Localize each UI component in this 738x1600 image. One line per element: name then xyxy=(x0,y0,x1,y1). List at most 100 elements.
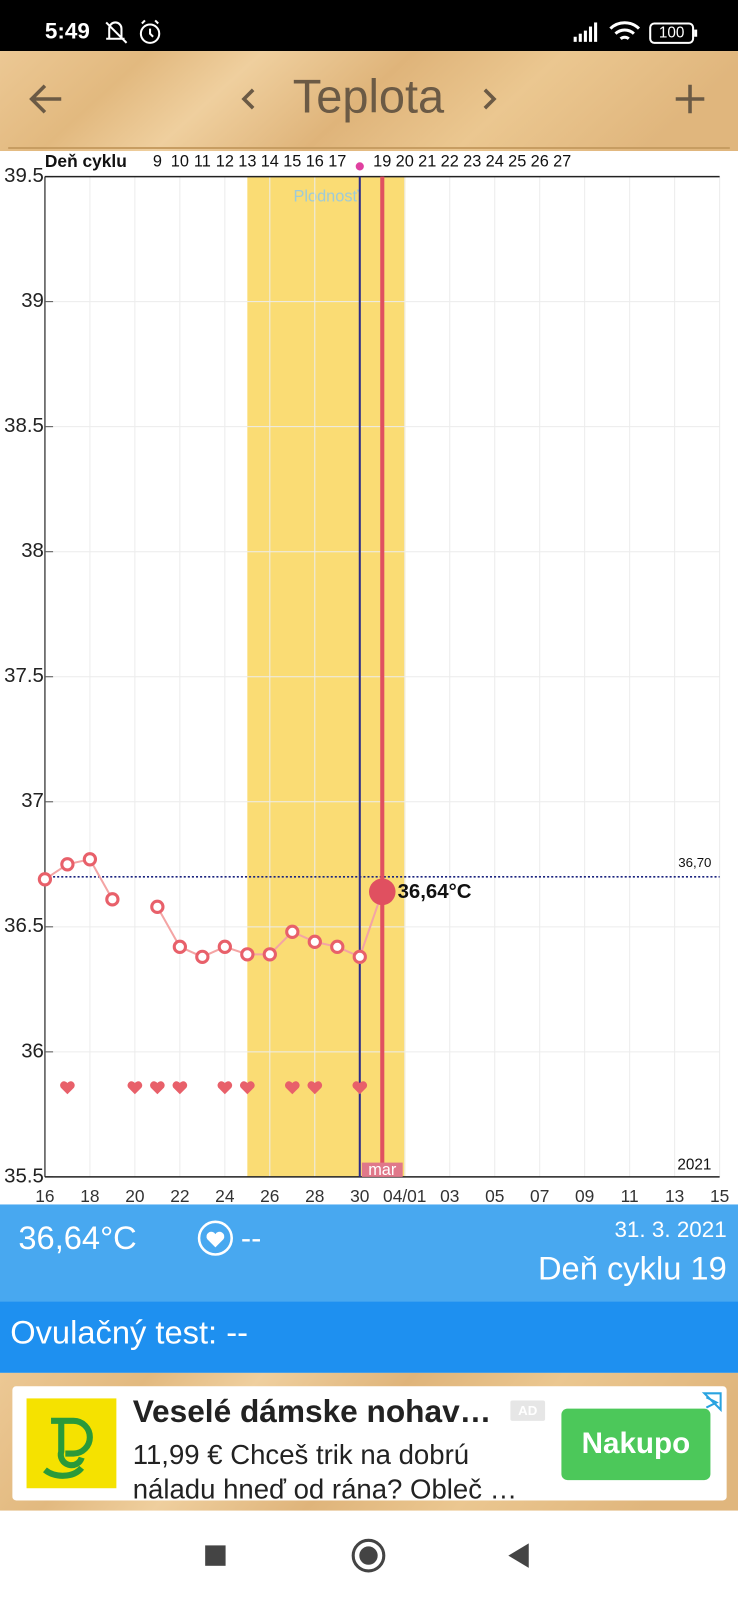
status-icons xyxy=(105,19,161,44)
selected-point xyxy=(369,878,396,906)
cycle-day: 25 xyxy=(508,153,526,171)
intercourse-heart xyxy=(307,1081,323,1095)
x-tick-label: 18 xyxy=(80,1186,99,1206)
temperature-point xyxy=(285,924,300,939)
y-tick-label: 35.5 xyxy=(4,1165,44,1187)
y-tick-label: 39 xyxy=(21,290,44,312)
summary-cycle-day: Deň cyklu 19 xyxy=(538,1249,727,1286)
signal xyxy=(573,22,598,42)
battery xyxy=(649,22,695,44)
back-button[interactable] xyxy=(29,84,62,114)
intercourse-heart xyxy=(172,1081,188,1095)
x-tick-label: 28 xyxy=(305,1186,324,1206)
y-tick-label: 38.5 xyxy=(4,415,44,437)
x-tick-label: 24 xyxy=(215,1186,235,1206)
ad-body-line: náladu hneď od rána? Obleč … xyxy=(133,1474,518,1505)
cycle-day: 20 xyxy=(396,153,414,171)
cycle-day: 19 xyxy=(373,153,391,171)
temperature-point xyxy=(240,947,255,962)
cycle-day: 9 xyxy=(153,153,162,171)
temperature-point xyxy=(330,939,345,954)
intercourse-heart xyxy=(206,1231,225,1248)
temperature-point xyxy=(105,892,120,907)
cycle-day: 12 xyxy=(216,153,234,171)
ovulation-panel xyxy=(0,1301,738,1373)
cycle-day: 11 xyxy=(194,153,211,171)
temperature-point xyxy=(352,949,367,964)
y-tick-label: 36 xyxy=(21,1040,44,1062)
cycle-day: 14 xyxy=(261,153,279,171)
y-tick-label: 37 xyxy=(21,790,44,812)
cycle-day: 24 xyxy=(486,153,504,171)
add-button[interactable] xyxy=(675,84,705,114)
next-button[interactable] xyxy=(483,88,497,110)
recents-button[interactable] xyxy=(205,1545,226,1566)
cycle-day: 26 xyxy=(531,153,549,171)
intercourse-heart xyxy=(127,1081,143,1095)
summary-temperature: 36,64°C xyxy=(18,1219,136,1256)
x-header: Deň cyklu xyxy=(45,151,127,171)
intercourse-heart xyxy=(217,1081,233,1095)
home-button[interactable] xyxy=(351,1538,386,1573)
wifi xyxy=(609,21,641,41)
month-label-bg xyxy=(361,1162,403,1177)
x-tick-label: 20 xyxy=(125,1186,144,1206)
summary-panel xyxy=(0,1204,738,1302)
temperature-chart: Plodnosť 16 18 20 22 24 26 28 30 04/01 03 05 07 09 11 1… xyxy=(0,151,738,1206)
reference-label: 36,70 xyxy=(678,855,711,870)
y-tick-label: 38 xyxy=(21,540,44,562)
battery-tip xyxy=(694,29,698,37)
ad-badge: AD xyxy=(518,1403,538,1418)
ad-button-label: Nakupo xyxy=(582,1427,691,1460)
y-tick-label: 39.5 xyxy=(4,165,44,187)
back-nav-button[interactable] xyxy=(508,1543,529,1568)
ad-button[interactable] xyxy=(561,1408,711,1481)
cycle-day: 15 xyxy=(283,153,301,171)
x-tick-label: 15 xyxy=(710,1186,729,1206)
x-tick-label: 03 xyxy=(440,1186,459,1206)
y-tick-label: 36.5 xyxy=(4,915,44,937)
temperature-point xyxy=(172,939,188,954)
temperature-point xyxy=(60,857,75,872)
cycle-day: 23 xyxy=(463,153,481,171)
ad-logo-mark xyxy=(43,1417,93,1479)
prev-button[interactable] xyxy=(241,88,255,110)
temperature-point xyxy=(150,899,165,914)
ad-body-line: 11,99 € Chceš trik na dobrú xyxy=(133,1439,469,1470)
x-tick-label: 05 xyxy=(485,1186,504,1206)
temperature-point xyxy=(307,934,322,949)
intercourse-heart xyxy=(60,1081,75,1095)
battery-level: 100 xyxy=(659,25,685,42)
screen-title: Teplota xyxy=(293,69,445,122)
ad-choices[interactable] xyxy=(701,1392,722,1413)
y-tick-label: 37.5 xyxy=(4,665,44,687)
temperature-point xyxy=(82,852,98,867)
clock: 5:49 xyxy=(45,19,90,44)
x-tick-label: 07 xyxy=(530,1186,549,1206)
x-tick-label: 11 xyxy=(621,1186,639,1206)
ovulation-test: Ovulačný test: -- xyxy=(10,1314,248,1351)
intercourse-icon xyxy=(197,1220,233,1256)
cycle-day: 16 xyxy=(306,153,324,171)
home-dot xyxy=(359,1546,378,1565)
summary-intercourse: -- xyxy=(241,1221,261,1255)
toolbar xyxy=(0,51,738,152)
intercourse-heart xyxy=(352,1081,368,1095)
ad-headline: Veselé dámske nohav… xyxy=(133,1393,492,1429)
x-tick-label: 16 xyxy=(35,1186,54,1206)
x-tick-label: 30 xyxy=(350,1186,369,1206)
current-day-dot xyxy=(355,162,364,171)
ad-badge-bg xyxy=(510,1400,546,1421)
summary-date: 31. 3. 2021 xyxy=(614,1217,726,1242)
cycle-day: 21 xyxy=(418,153,436,171)
point-label: 36,64°C xyxy=(398,881,472,903)
x-tick-label: 04/01 xyxy=(383,1186,426,1206)
year-label: 2021 xyxy=(677,1157,711,1174)
temperature-point xyxy=(262,947,277,962)
x-tick-label: 13 xyxy=(665,1186,684,1206)
ad-card[interactable]: Veselé dámske nohav… AD 11,99 € Chceš tr… xyxy=(12,1386,727,1504)
cycle-day: 27 xyxy=(553,153,571,171)
month-label: mar xyxy=(368,1161,397,1179)
